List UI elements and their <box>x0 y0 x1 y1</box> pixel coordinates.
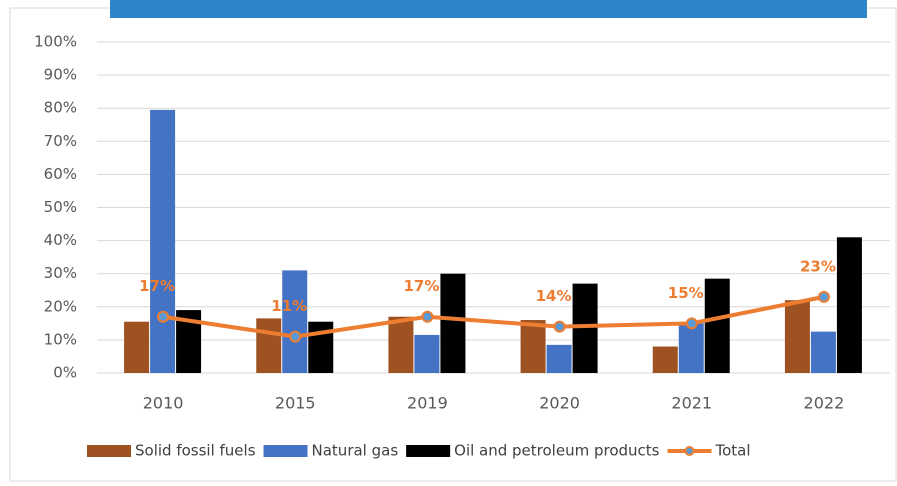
data-label: 11% <box>271 297 307 315</box>
bar <box>652 346 678 373</box>
y-tick-label: 30% <box>44 264 77 282</box>
data-label: 17% <box>403 277 439 295</box>
line-marker <box>685 317 698 330</box>
data-label: 17% <box>139 277 175 295</box>
bar <box>308 321 334 373</box>
y-tick-label: 100% <box>34 33 77 51</box>
line-marker <box>421 310 434 323</box>
legend-label: Natural gas <box>312 442 399 460</box>
legend-swatch <box>87 445 131 457</box>
x-tick-label: 2020 <box>539 394 580 413</box>
bar <box>414 334 440 373</box>
bar <box>124 321 150 373</box>
legend-swatch <box>263 445 308 457</box>
bar <box>520 320 546 373</box>
bar <box>572 283 598 373</box>
bar <box>546 344 572 373</box>
bar <box>810 331 836 373</box>
legend-label: Oil and petroleum products <box>454 442 660 460</box>
y-tick-label: 50% <box>44 198 77 216</box>
line-marker <box>157 310 170 323</box>
data-label: 14% <box>536 287 572 305</box>
y-tick-label: 90% <box>44 66 77 84</box>
data-label: 23% <box>800 257 836 275</box>
y-tick-label: 70% <box>44 132 77 150</box>
legend-label: Total <box>714 442 750 460</box>
x-tick-label: 2019 <box>407 394 448 413</box>
bar <box>704 278 730 373</box>
line-marker <box>289 330 302 343</box>
data-label: 15% <box>668 284 704 302</box>
legend-swatch-marker <box>684 446 695 456</box>
bar <box>678 323 704 373</box>
x-tick-label: 2010 <box>143 394 184 413</box>
y-tick-label: 0% <box>53 364 77 382</box>
y-tick-label: 20% <box>44 297 77 315</box>
bar <box>388 316 414 373</box>
y-tick-label: 40% <box>44 231 77 249</box>
legend-swatch <box>406 445 451 457</box>
y-tick-label: 10% <box>44 330 77 348</box>
legend-label: Solid fossil fuels <box>135 442 256 460</box>
title-banner <box>110 0 867 18</box>
y-tick-label: 60% <box>44 165 77 183</box>
bar <box>784 300 810 373</box>
bar <box>256 318 282 373</box>
line-marker <box>553 320 566 333</box>
x-tick-label: 2015 <box>275 394 316 413</box>
bar <box>836 237 862 373</box>
y-tick-label: 80% <box>44 99 77 117</box>
bar <box>150 109 176 373</box>
line-marker <box>817 290 830 303</box>
line <box>162 294 825 339</box>
bar <box>440 273 466 373</box>
x-tick-label: 2021 <box>671 394 712 413</box>
x-tick-label: 2022 <box>804 394 845 413</box>
bar <box>282 270 308 373</box>
